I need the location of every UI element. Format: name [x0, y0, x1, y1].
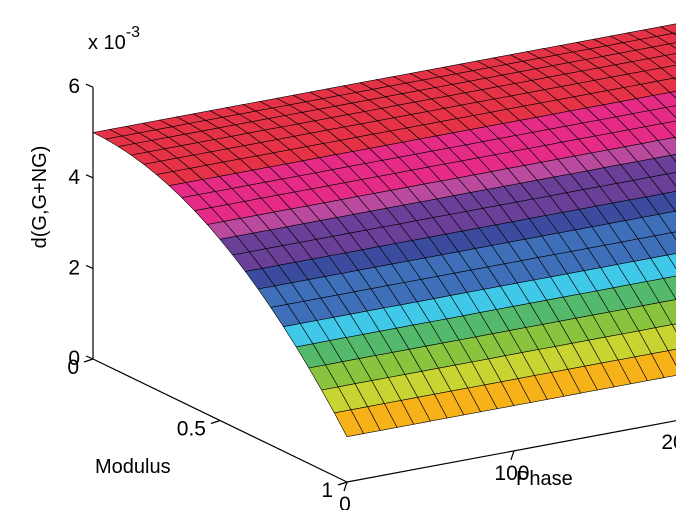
x-axis-line — [346, 420, 676, 483]
surface-facet — [667, 348, 676, 366]
surface-facet — [653, 154, 676, 175]
surface-facet — [672, 32, 676, 36]
surface-facet — [670, 154, 676, 163]
y-tick-label: 0.5 — [177, 418, 206, 441]
surface-facet — [665, 105, 676, 119]
surface-facet — [668, 42, 676, 49]
exponent-label: x 10-3 — [88, 24, 140, 54]
surface-facet — [659, 299, 676, 325]
surface-facet — [655, 324, 676, 352]
surface-facet — [650, 254, 676, 279]
surface-facet — [669, 90, 676, 99]
z-tick-mark — [85, 264, 94, 269]
surface-facet — [651, 350, 676, 378]
x-axis-label: Phase — [516, 468, 573, 490]
surface-facet — [662, 190, 676, 212]
y-tick-label: 0 — [67, 356, 79, 379]
y-tick-mark — [83, 358, 94, 363]
surface-facet — [646, 278, 676, 303]
surface-facet — [660, 64, 676, 79]
x-tick-mark — [510, 450, 515, 461]
surface-facet — [652, 92, 676, 108]
surface-facet — [658, 210, 676, 234]
z-tick-label: 2 — [68, 256, 80, 279]
z-tick-mark — [85, 355, 94, 360]
x-tick-label: 100 — [494, 462, 529, 485]
z-tick-mark — [85, 174, 94, 179]
surface-facet — [659, 23, 676, 34]
surface-facet — [648, 107, 676, 124]
surface-facet — [661, 120, 676, 138]
surface-facet — [655, 32, 676, 45]
z-tick-label: 6 — [68, 75, 80, 98]
z-axis-label: d(G,G+NG) — [29, 146, 51, 249]
surface-facet — [664, 53, 676, 64]
y-tick-mark — [210, 419, 221, 425]
y-tick-mark — [337, 481, 348, 486]
surface-facet — [666, 172, 676, 187]
z-tick-mark — [85, 83, 94, 88]
surface-facet — [663, 275, 676, 300]
z-tick-label: 0 — [68, 347, 80, 370]
surface-facet — [651, 43, 676, 56]
x-tick-mark — [343, 481, 348, 492]
z-tick-label: 4 — [68, 166, 80, 189]
surface-facet — [654, 232, 676, 256]
y-axis-label: Modulus — [95, 456, 171, 478]
y-tick-label: 1 — [321, 479, 333, 502]
surface-facet — [656, 77, 676, 93]
surface-facet — [657, 137, 676, 156]
x-tick-label: 200 — [661, 431, 676, 454]
surface-mesh — [92, 23, 676, 438]
surface-facet — [671, 231, 676, 241]
x-tick-label: 0 — [339, 493, 351, 510]
surface-facet — [671, 323, 676, 333]
surface-facet — [649, 173, 676, 195]
